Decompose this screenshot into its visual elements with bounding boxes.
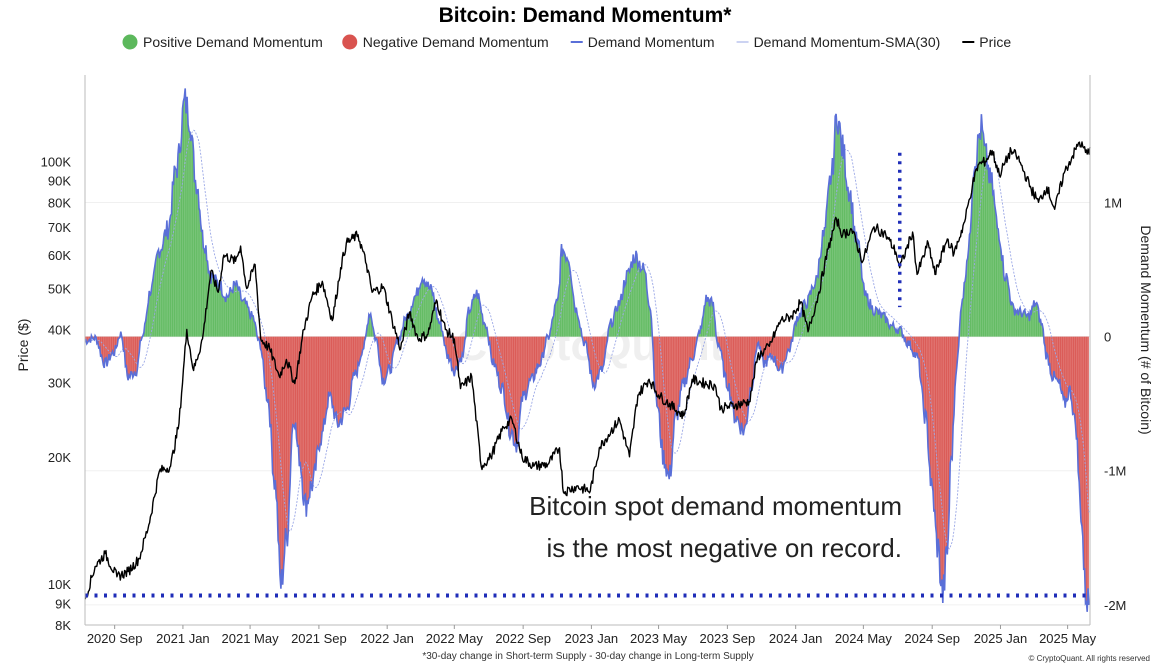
negative-area-12 xyxy=(443,336,466,377)
right-tick-label-2: 0 xyxy=(1104,330,1111,345)
negative-area-8 xyxy=(257,336,366,589)
x-tick-label-5: 2022 May xyxy=(426,631,484,646)
left-tick-label-10: 90K xyxy=(48,174,71,189)
right-tick-label-0: -2M xyxy=(1104,598,1126,613)
annotation-line-1: Bitcoin spot demand momentum xyxy=(529,491,902,521)
legend-label-1: Negative Demand Momentum xyxy=(363,34,549,50)
left-tick-label-4: 30K xyxy=(48,375,71,390)
left-tick-label-9: 80K xyxy=(48,195,71,210)
x-tick-label-2: 2021 May xyxy=(222,631,280,646)
positive-area-23 xyxy=(793,113,903,337)
negative-area-4 xyxy=(95,336,120,368)
footnote: *30-day change in Short-term Supply - 30… xyxy=(422,651,753,662)
legend-item-3: Demand Momentum-SMA(30) xyxy=(736,34,941,50)
x-tick-label-14: 2025 May xyxy=(1039,631,1097,646)
x-tick-label-11: 2024 May xyxy=(835,631,893,646)
legend-label-2: Demand Momentum xyxy=(588,34,715,50)
negative-area-14 xyxy=(488,336,547,453)
left-tick-label-8: 70K xyxy=(48,220,71,235)
legend-item-1: Negative Demand Momentum xyxy=(342,34,549,50)
reference-lines xyxy=(85,152,1090,598)
x-tick-label-9: 2023 Sep xyxy=(700,631,756,646)
legend-swatch-1 xyxy=(342,34,358,50)
x-tick-label-3: 2021 Sep xyxy=(291,631,347,646)
x-tick-label-13: 2025 Jan xyxy=(974,631,1028,646)
legend-item-2: Demand Momentum xyxy=(570,34,715,50)
legend-label-3: Demand Momentum-SMA(30) xyxy=(754,34,941,50)
x-tick-label-7: 2023 Jan xyxy=(565,631,619,646)
positive-area-11 xyxy=(400,278,444,337)
legend-item-0: Positive Demand Momentum xyxy=(122,34,323,50)
line-layer xyxy=(84,88,1091,612)
sma-line xyxy=(84,129,1090,550)
chart-title: Bitcoin: Demand Momentum* xyxy=(439,4,733,27)
positive-area-9 xyxy=(365,314,375,337)
x-tick-label-6: 2022 Sep xyxy=(495,631,551,646)
right-tick-label-1: -1M xyxy=(1104,464,1126,479)
positive-area-13 xyxy=(465,289,488,337)
copyright: © CryptoQuant. All rights reserved xyxy=(1029,654,1151,663)
momentum-line xyxy=(84,88,1090,612)
left-axis-ticks: 8K 9K 10K 20K 30K 40K 50K 60K 70K 80K 90K 100K xyxy=(41,154,72,633)
left-tick-label-2: 10K xyxy=(48,577,71,592)
right-axis-label: Demand Momentum (# of Bitcoin) xyxy=(1138,225,1154,434)
legend-label-4: Price xyxy=(979,34,1011,50)
annotation-line-2: is the most negative on record. xyxy=(546,533,902,563)
left-tick-label-6: 50K xyxy=(48,282,71,297)
x-tick-label-10: 2024 Jan xyxy=(769,631,823,646)
x-tick-label-8: 2023 May xyxy=(630,631,688,646)
right-axis-ticks: -2M -1M 0 1M xyxy=(1104,195,1126,612)
legend-item-4: Price xyxy=(962,34,1011,50)
x-tick-label-0: 2020 Sep xyxy=(87,631,143,646)
x-tick-label-1: 2021 Jan xyxy=(156,631,210,646)
left-tick-label-1: 9K xyxy=(55,596,71,611)
negative-area-26 xyxy=(903,336,960,603)
axes xyxy=(84,75,1091,626)
negative-area-18 xyxy=(582,336,608,389)
x-axis-ticks: 2020 Sep 2021 Jan 2021 May 2021 Sep 2022 Jan… xyxy=(87,625,1097,646)
left-tick-label-7: 60K xyxy=(48,248,71,263)
legend-label-0: Positive Demand Momentum xyxy=(143,34,323,50)
left-tick-label-0: 8K xyxy=(55,618,71,633)
left-tick-label-5: 40K xyxy=(48,323,71,338)
negative-area-28 xyxy=(1043,336,1089,612)
left-tick-label-11: 100K xyxy=(41,154,72,169)
positive-area-27 xyxy=(959,114,1044,337)
positive-area-17 xyxy=(549,244,582,337)
legend-swatch-0 xyxy=(122,34,138,50)
price-line xyxy=(84,141,1091,600)
legend: Positive Demand Momentum Negative Demand … xyxy=(122,34,1011,50)
right-tick-label-3: 1M xyxy=(1104,195,1122,210)
left-tick-label-3: 20K xyxy=(48,450,71,465)
x-tick-label-12: 2024 Sep xyxy=(904,631,960,646)
left-axis-label: Price ($) xyxy=(15,319,31,372)
x-tick-label-4: 2022 Jan xyxy=(360,631,414,646)
